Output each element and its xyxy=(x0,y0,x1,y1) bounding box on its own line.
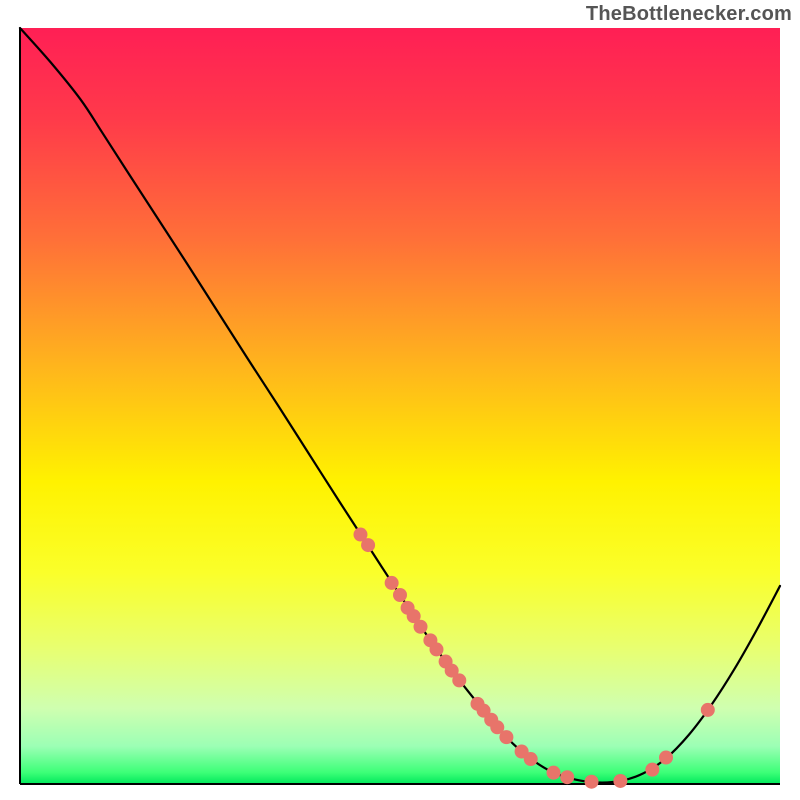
data-marker xyxy=(429,642,443,656)
data-marker xyxy=(645,763,659,777)
data-marker xyxy=(613,774,627,788)
data-marker xyxy=(560,770,574,784)
data-marker xyxy=(385,576,399,590)
data-marker xyxy=(585,775,599,789)
watermark-label: TheBottlenecker.com xyxy=(586,3,792,26)
data-marker xyxy=(361,538,375,552)
data-marker xyxy=(452,673,466,687)
data-marker xyxy=(659,751,673,765)
chart-canvas xyxy=(0,0,800,800)
bottleneck-chart: TheBottlenecker.com xyxy=(0,0,800,800)
data-marker xyxy=(393,588,407,602)
data-marker xyxy=(414,620,428,634)
data-marker xyxy=(499,730,513,744)
plot-background xyxy=(20,28,780,784)
data-marker xyxy=(547,766,561,780)
data-marker xyxy=(524,752,538,766)
data-marker xyxy=(701,703,715,717)
